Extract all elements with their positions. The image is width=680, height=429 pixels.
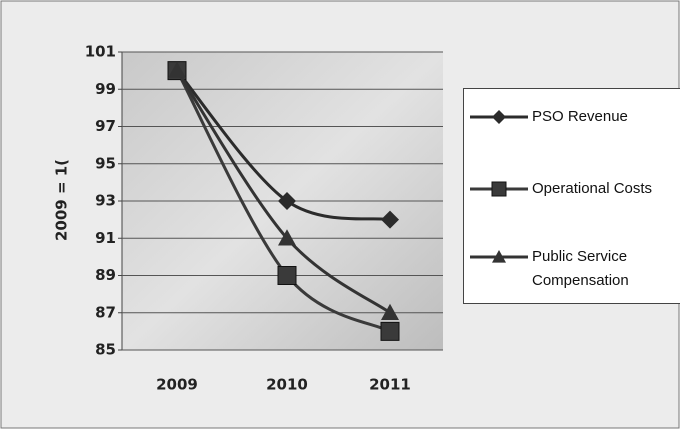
y-axis-label: 2009 = 1(: [53, 159, 71, 241]
y-tick-label: 91: [95, 229, 116, 247]
legend-icon: [470, 110, 528, 124]
marker: [278, 229, 296, 246]
y-tick-label: 87: [95, 303, 116, 321]
legend-label: Public Service Compensation: [532, 248, 629, 289]
y-tick-label: 85: [95, 341, 116, 359]
y-tick-label: 95: [95, 154, 116, 172]
marker: [380, 321, 400, 341]
marker: [278, 192, 296, 210]
marker: [277, 266, 297, 285]
legend-marker: [492, 250, 506, 263]
y-tick-label: 93: [95, 192, 116, 210]
x-tick-label: 2010: [266, 376, 308, 394]
legend-icon: [470, 250, 528, 263]
legend: PSO Revenue Operational Costs Public Servi…: [463, 88, 680, 304]
marker: [168, 61, 186, 78]
y-tick-label: 99: [95, 80, 116, 98]
legend-label: PSO Revenue: [532, 108, 628, 125]
y-tick-label: 97: [95, 117, 116, 135]
x-tick-label: 2011: [369, 376, 411, 394]
legend-entry: Public Service Compensation: [470, 245, 680, 293]
legend-icon: [470, 181, 528, 197]
marker: [381, 303, 399, 320]
series-line: [175, 69, 391, 314]
legend-marker: [491, 181, 507, 197]
x-tick-label: 2009: [156, 376, 198, 394]
legend-label: Operational Costs: [532, 180, 653, 197]
y-tick-label: 101: [85, 43, 116, 61]
legend-entry: PSO Revenue: [470, 105, 680, 129]
legend-marker: [492, 110, 506, 124]
legend-entry: Operational Costs: [470, 177, 680, 201]
y-tick-label: 89: [95, 266, 116, 284]
marker: [381, 210, 399, 229]
